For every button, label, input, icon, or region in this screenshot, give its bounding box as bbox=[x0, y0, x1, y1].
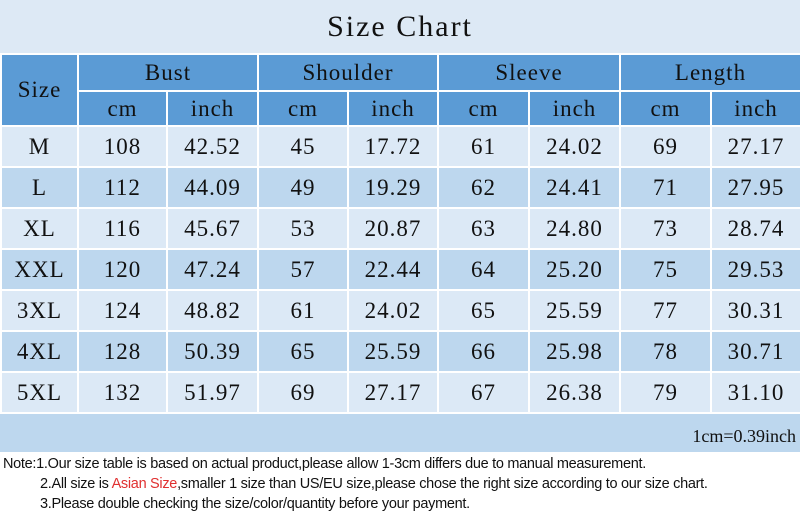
value-cell: 73 bbox=[619, 207, 712, 250]
header-unit-inch: inch bbox=[710, 90, 800, 127]
value-cell: 77 bbox=[619, 289, 712, 332]
note-1: Note:1.Our size table is based on actual… bbox=[3, 456, 646, 472]
value-cell: 63 bbox=[437, 207, 530, 250]
value-cell: 51.97 bbox=[166, 371, 259, 414]
value-cell: 69 bbox=[619, 125, 712, 168]
value-cell: 25.20 bbox=[528, 248, 621, 291]
value-cell: 61 bbox=[257, 289, 349, 332]
table-row: M 108 42.52 45 17.72 61 24.02 69 27.17 bbox=[0, 125, 800, 168]
header-unit-inch: inch bbox=[528, 90, 621, 127]
header-unit-cm: cm bbox=[619, 90, 712, 127]
value-cell: 50.39 bbox=[166, 330, 259, 373]
value-cell: 120 bbox=[77, 248, 168, 291]
value-cell: 45 bbox=[257, 125, 349, 168]
value-cell: 31.10 bbox=[710, 371, 800, 414]
value-cell: 79 bbox=[619, 371, 712, 414]
table-row: 4XL 128 50.39 65 25.59 66 25.98 78 30.71 bbox=[0, 330, 800, 373]
value-cell: 132 bbox=[77, 371, 168, 414]
value-cell: 75 bbox=[619, 248, 712, 291]
value-cell: 22.44 bbox=[347, 248, 439, 291]
value-cell: 64 bbox=[437, 248, 530, 291]
header-unit-cm: cm bbox=[437, 90, 530, 127]
value-cell: 57 bbox=[257, 248, 349, 291]
table-row: 5XL 132 51.97 69 27.17 67 26.38 79 31.10 bbox=[0, 371, 800, 414]
value-cell: 66 bbox=[437, 330, 530, 373]
value-cell: 19.29 bbox=[347, 166, 439, 209]
note-2-rest: ,smaller 1 size than US/EU size,please c… bbox=[177, 476, 708, 492]
size-cell: 5XL bbox=[0, 371, 79, 414]
value-cell: 27.17 bbox=[347, 371, 439, 414]
value-cell: 124 bbox=[77, 289, 168, 332]
notes: Note:1.Our size table is based on actual… bbox=[0, 452, 800, 514]
value-cell: 69 bbox=[257, 371, 349, 414]
value-cell: 112 bbox=[77, 166, 168, 209]
header-shoulder: Shoulder bbox=[257, 53, 439, 92]
value-cell: 29.53 bbox=[710, 248, 800, 291]
value-cell: 24.02 bbox=[528, 125, 621, 168]
header-unit-cm: cm bbox=[257, 90, 349, 127]
header-bust: Bust bbox=[77, 53, 259, 92]
value-cell: 25.59 bbox=[528, 289, 621, 332]
value-cell: 17.72 bbox=[347, 125, 439, 168]
size-cell: M bbox=[0, 125, 79, 168]
chart-title: Size Chart bbox=[0, 0, 800, 53]
table-row: XXL 120 47.24 57 22.44 64 25.20 75 29.53 bbox=[0, 248, 800, 291]
value-cell: 24.02 bbox=[347, 289, 439, 332]
note-2-text: 2.All size is bbox=[40, 476, 112, 492]
value-cell: 128 bbox=[77, 330, 168, 373]
table-row: 3XL 124 48.82 61 24.02 65 25.59 77 30.31 bbox=[0, 289, 800, 332]
value-cell: 71 bbox=[619, 166, 712, 209]
table-row: XL 116 45.67 53 20.87 63 24.80 73 28.74 bbox=[0, 207, 800, 250]
value-cell: 27.17 bbox=[710, 125, 800, 168]
header-unit-inch: inch bbox=[166, 90, 259, 127]
header-unit-cm: cm bbox=[77, 90, 168, 127]
value-cell: 42.52 bbox=[166, 125, 259, 168]
value-cell: 44.09 bbox=[166, 166, 259, 209]
size-cell: XXL bbox=[0, 248, 79, 291]
value-cell: 49 bbox=[257, 166, 349, 209]
value-cell: 116 bbox=[77, 207, 168, 250]
value-cell: 61 bbox=[437, 125, 530, 168]
table-row: L 112 44.09 49 19.29 62 24.41 71 27.95 bbox=[0, 166, 800, 209]
header-sleeve: Sleeve bbox=[437, 53, 621, 92]
value-cell: 25.98 bbox=[528, 330, 621, 373]
value-cell: 27.95 bbox=[710, 166, 800, 209]
value-cell: 30.31 bbox=[710, 289, 800, 332]
value-cell: 24.80 bbox=[528, 207, 621, 250]
size-cell: 3XL bbox=[0, 289, 79, 332]
header-length: Length bbox=[619, 53, 800, 92]
value-cell: 20.87 bbox=[347, 207, 439, 250]
header-size: Size bbox=[0, 53, 79, 127]
header-unit-inch: inch bbox=[347, 90, 439, 127]
value-cell: 48.82 bbox=[166, 289, 259, 332]
value-cell: 67 bbox=[437, 371, 530, 414]
value-cell: 45.67 bbox=[166, 207, 259, 250]
value-cell: 47.24 bbox=[166, 248, 259, 291]
value-cell: 78 bbox=[619, 330, 712, 373]
size-cell: 4XL bbox=[0, 330, 79, 373]
value-cell: 53 bbox=[257, 207, 349, 250]
asian-size-highlight: Asian Size bbox=[111, 476, 178, 492]
note-2: 2.All size is Asian Size,smaller 1 size … bbox=[3, 474, 800, 494]
value-cell: 108 bbox=[77, 125, 168, 168]
value-cell: 24.41 bbox=[528, 166, 621, 209]
value-cell: 65 bbox=[437, 289, 530, 332]
value-cell: 28.74 bbox=[710, 207, 800, 250]
value-cell: 65 bbox=[257, 330, 349, 373]
conversion-note: 1cm=0.39inch bbox=[0, 414, 800, 452]
size-table: Size Bust Shoulder Sleeve Length cm inch c… bbox=[0, 53, 800, 414]
value-cell: 30.71 bbox=[710, 330, 800, 373]
size-cell: XL bbox=[0, 207, 79, 250]
size-cell: L bbox=[0, 166, 79, 209]
note-3: 3.Please double checking the size/color/… bbox=[40, 496, 470, 512]
value-cell: 62 bbox=[437, 166, 530, 209]
value-cell: 25.59 bbox=[347, 330, 439, 373]
value-cell: 26.38 bbox=[528, 371, 621, 414]
